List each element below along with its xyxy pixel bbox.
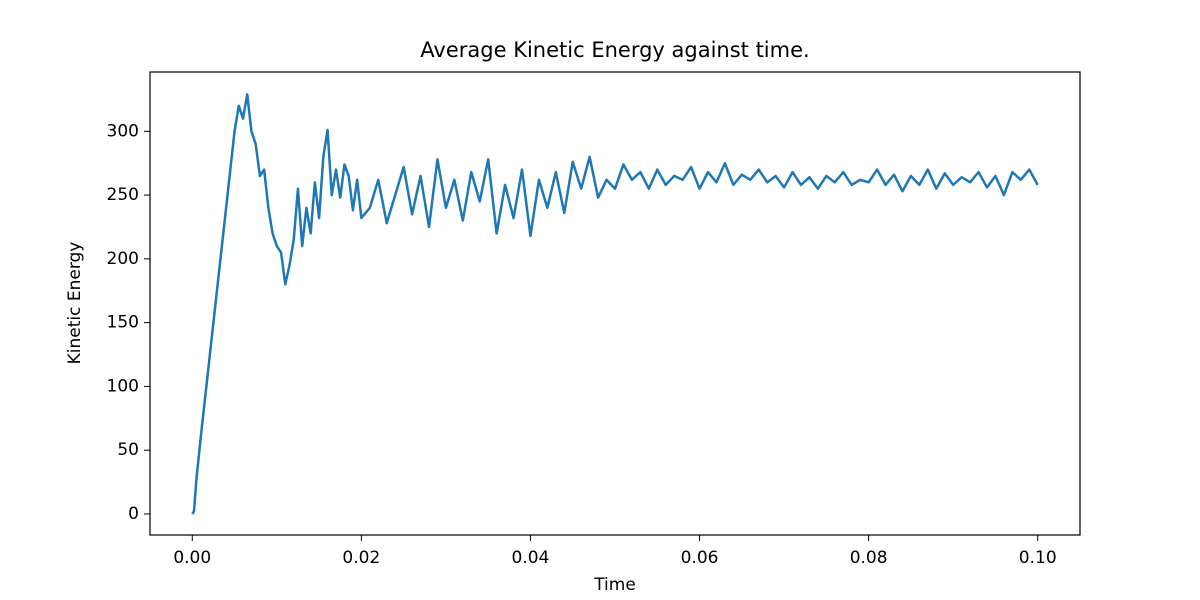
y-axis-label: Kinetic Energy (65, 242, 85, 365)
plot-frame (149, 71, 1081, 536)
chart-title: Average Kinetic Energy against time. (420, 38, 809, 62)
y-tick-label: 50 (117, 440, 139, 460)
y-tick-label: 200 (107, 249, 139, 269)
x-tick-label: 0.10 (1019, 548, 1057, 568)
y-tick-label: 150 (107, 313, 139, 333)
y-tick-label: 0 (128, 504, 139, 524)
data-line (191, 93, 1039, 515)
y-tick-label: 300 (107, 121, 139, 141)
y-tick-label: 250 (107, 185, 139, 205)
x-tick-label: 0.06 (681, 548, 719, 568)
x-axis-label: Time (593, 575, 636, 595)
x-tick-label: 0.02 (342, 548, 380, 568)
x-tick-label: 0.08 (850, 548, 888, 568)
y-tick-label: 100 (107, 376, 139, 396)
x-tick-label: 0.00 (173, 548, 211, 568)
x-tick-label: 0.04 (512, 548, 550, 568)
